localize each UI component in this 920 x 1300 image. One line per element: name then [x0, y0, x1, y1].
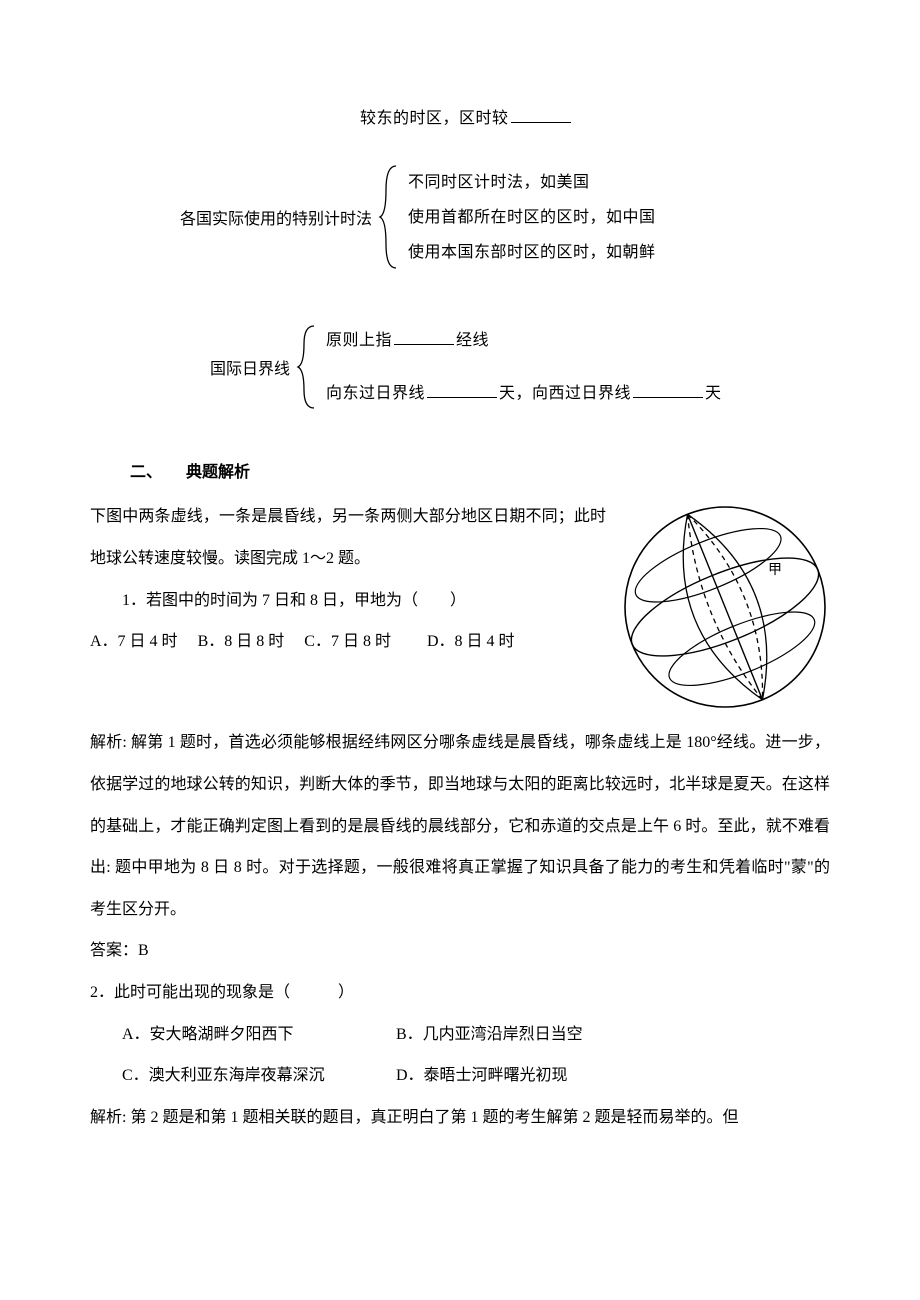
timing-methods-group: 各国实际使用的特别计时法 不同时区计时法，如美国 使用首都所在时区的区时，如中国…: [180, 162, 830, 272]
q1-option-c: C．7 日 8 时: [304, 633, 391, 650]
q1-option-a: A．7 日 4 时: [90, 633, 178, 650]
dateline-label: 国际日界线: [210, 355, 290, 379]
q1-option-d: D．8 日 4 时: [427, 633, 515, 650]
timing-item-3: 使用本国东部时区的区时，如朝鲜: [408, 235, 656, 270]
dateline-group: 国际日界线 原则上指经线 向东过日界线天，向西过日界线天: [210, 322, 830, 412]
q1-option-b: B．8 日 8 时: [198, 633, 285, 650]
q2-option-c: C．澳大利亚东海岸夜幕深沉: [122, 1055, 392, 1097]
dateline-items: 原则上指经线 向东过日界线天，向西过日界线天: [326, 323, 722, 411]
q2-analysis: 解析: 第 2 题是和第 1 题相关联的题目，真正明白了第 1 题的考生解第 2…: [90, 1097, 830, 1139]
q2-options-row2: C．澳大利亚东海岸夜幕深沉 D．泰晤士河畔曙光初现: [122, 1055, 830, 1097]
brace-icon: [296, 322, 320, 412]
timing-item-1: 不同时区计时法，如美国: [408, 165, 656, 200]
blank-east-timezone: [511, 106, 571, 123]
dateline-item-2: 向东过日界线天，向西过日界线天: [326, 376, 722, 411]
timing-methods-items: 不同时区计时法，如美国 使用首都所在时区的区时，如中国 使用本国东部时区的区时，…: [408, 165, 656, 271]
timing-methods-label: 各国实际使用的特别计时法: [180, 205, 372, 229]
q2-option-d: D．泰晤士河畔曙光初现: [396, 1067, 568, 1084]
q2-option-b: B．几内亚湾沿岸烈日当空: [396, 1026, 583, 1043]
top-line-text: 较东的时区，区时较: [360, 110, 509, 127]
top-line: 较东的时区，区时较: [360, 100, 830, 138]
section-title: 二、 典题解析: [130, 458, 830, 482]
q2-stem: 2．此时可能出现的现象是（ ）: [90, 972, 830, 1014]
q1-answer: 答案：B: [90, 930, 830, 972]
dateline-item-1: 原则上指经线: [326, 323, 722, 358]
blank-east-cross: [427, 381, 497, 398]
timing-item-2: 使用首都所在时区的区时，如中国: [408, 200, 656, 235]
blank-west-cross: [633, 381, 703, 398]
blank-meridian: [394, 328, 454, 345]
q2-options-row1: A．安大略湖畔夕阳西下 B．几内亚湾沿岸烈日当空: [122, 1014, 830, 1056]
globe-label-jia: 甲: [768, 563, 782, 578]
brace-icon: [378, 162, 402, 272]
q1-analysis: 解析: 解第 1 题时，首选必须能够根据经纬网区分哪条虚线是晨昏线，哪条虚线上是…: [90, 722, 830, 930]
q2-option-a: A．安大略湖畔夕阳西下: [122, 1014, 392, 1056]
globe-diagram: 甲: [620, 502, 830, 712]
